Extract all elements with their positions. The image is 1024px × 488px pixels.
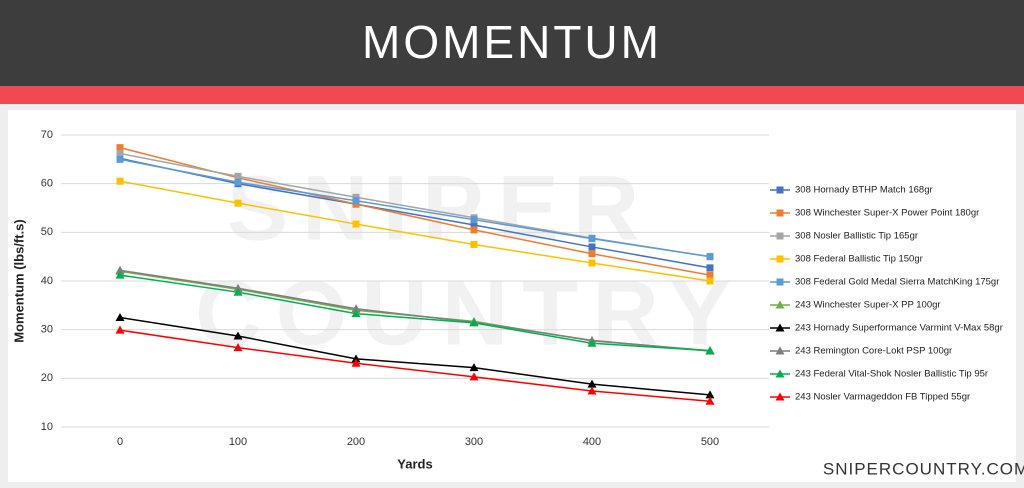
- legend-marker: [776, 232, 784, 240]
- series-line: [119, 158, 711, 258]
- data-point: [115, 325, 125, 334]
- data-point: [116, 144, 124, 152]
- legend-marker: [775, 369, 785, 378]
- y-tick-label: 20: [41, 372, 53, 384]
- data-point: [706, 253, 714, 261]
- data-point: [470, 216, 478, 224]
- data-point: [116, 149, 124, 157]
- legend-label: 308 Hornady BTHP Match 168gr: [795, 185, 933, 196]
- data-point: [588, 243, 596, 251]
- x-axis-label: Yards: [397, 456, 432, 471]
- y-tick-label: 60: [41, 178, 53, 190]
- data-point: [588, 235, 596, 243]
- series-line: [119, 157, 711, 269]
- site-credit: SNIPERCOUNTRY.COM: [823, 459, 1024, 478]
- data-point: [470, 241, 478, 248]
- data-point: [116, 177, 124, 185]
- data-point: [587, 386, 597, 395]
- data-point: [469, 372, 479, 381]
- data-point: [705, 390, 715, 399]
- legend-label: 243 Federal Vital-Shok Nosler Ballistic …: [795, 369, 988, 380]
- series-line: [119, 269, 711, 352]
- legend-label: 308 Federal Ballistic Tip 150gr: [795, 254, 923, 265]
- data-point: [706, 264, 714, 272]
- data-point: [115, 313, 125, 321]
- data-point: [588, 259, 596, 267]
- chart-panel: [8, 110, 1016, 482]
- watermark: COUNTRY: [195, 262, 744, 364]
- legend-marker: [775, 300, 785, 309]
- data-point: [233, 343, 243, 352]
- data-point: [233, 331, 243, 340]
- x-tick-label: 100: [229, 436, 247, 448]
- y-tick-label: 70: [41, 129, 53, 141]
- series-line: [119, 329, 711, 402]
- data-point: [705, 396, 715, 405]
- legend-marker: [776, 278, 784, 286]
- legend-marker: [776, 209, 784, 217]
- legend-label: 308 Winchester Super-X Power Point 180gr: [795, 208, 979, 219]
- x-tick-label: 500: [701, 436, 719, 448]
- data-point: [588, 250, 596, 258]
- data-point: [234, 178, 242, 186]
- data-point: [469, 318, 479, 327]
- page-title: MOMENTUM: [362, 16, 662, 68]
- legend-marker: [776, 255, 784, 263]
- legend-label: 243 Remington Core-Lokt PSP 100gr: [795, 346, 952, 357]
- legend-label: 308 Federal Gold Medal Sierra MatchKing …: [795, 277, 999, 288]
- data-point: [115, 270, 125, 279]
- data-point: [352, 197, 360, 205]
- data-point: [470, 221, 478, 229]
- data-point: [352, 220, 360, 228]
- data-point: [470, 226, 478, 234]
- legend-label: 308 Nosler Ballistic Tip 165gr: [795, 231, 918, 242]
- data-point: [351, 304, 361, 313]
- data-point: [705, 346, 715, 355]
- data-point: [587, 379, 597, 388]
- data-point: [115, 265, 125, 274]
- data-point: [234, 199, 242, 207]
- legend-label: 243 Hornady Superformance Varmint V-Max …: [795, 323, 1003, 334]
- data-point: [116, 155, 124, 163]
- legend-marker: [775, 323, 785, 332]
- y-tick-label: 50: [41, 226, 53, 238]
- data-point: [706, 271, 714, 279]
- legend-label: 243 Winchester Super-X PP 100gr: [795, 300, 941, 311]
- legend-marker: [776, 186, 784, 194]
- legend-marker: [775, 346, 785, 355]
- y-tick-label: 10: [41, 421, 53, 433]
- header-bar: [0, 0, 1024, 86]
- data-point: [469, 363, 479, 372]
- y-tick-label: 30: [41, 324, 53, 336]
- accent-stripe: [0, 86, 1024, 104]
- data-point: [233, 287, 243, 296]
- series-line: [119, 180, 711, 282]
- data-point: [587, 338, 597, 347]
- y-tick-label: 40: [41, 275, 53, 287]
- legend-marker: [775, 392, 785, 401]
- data-point: [351, 358, 361, 367]
- legend-label: 243 Nosler Varmageddon FB Tipped 55gr: [795, 392, 970, 403]
- data-point: [706, 277, 714, 285]
- x-tick-label: 300: [465, 436, 483, 448]
- x-tick-label: 0: [117, 436, 123, 448]
- data-point: [351, 354, 361, 363]
- y-axis-label: Momentum (lbs/ft.s): [11, 219, 26, 343]
- series-line: [119, 316, 711, 396]
- x-tick-label: 200: [347, 436, 365, 448]
- data-point: [234, 172, 242, 180]
- x-tick-label: 400: [583, 436, 601, 448]
- data-point: [351, 309, 361, 318]
- series-line: [119, 274, 711, 352]
